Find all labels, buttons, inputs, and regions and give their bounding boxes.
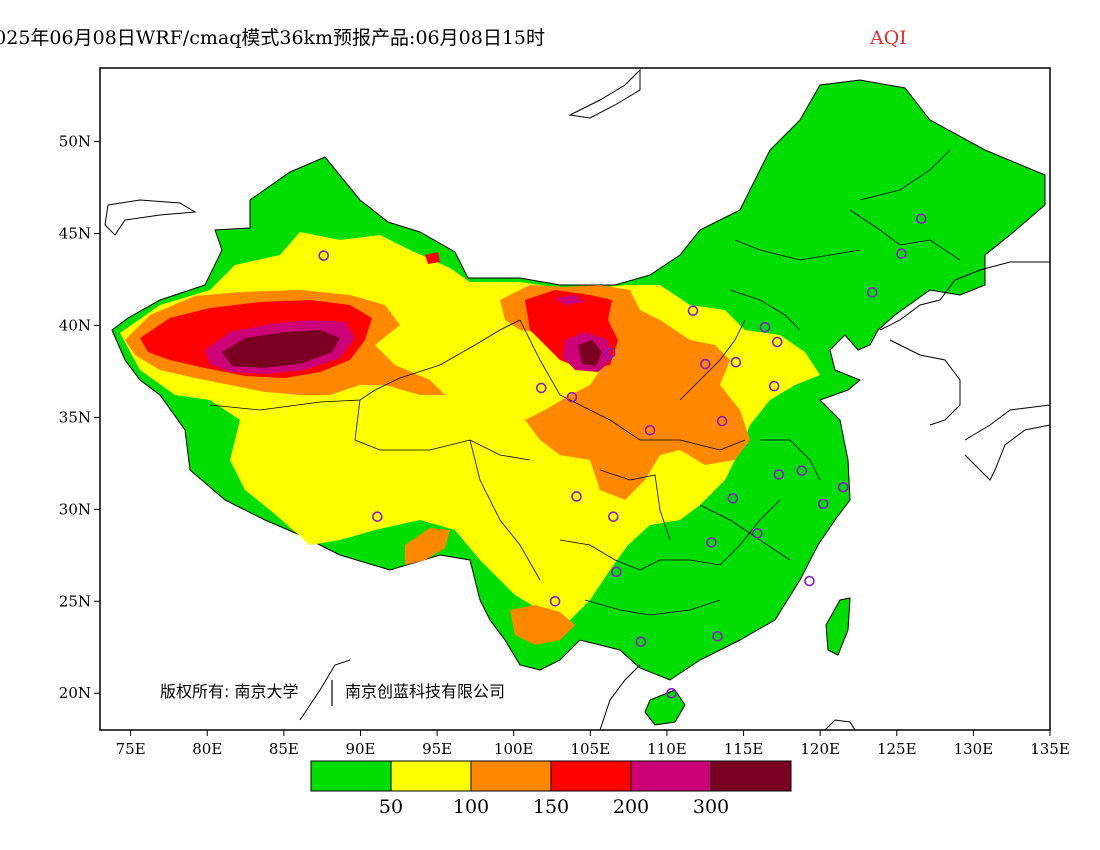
station-marker [535,382,547,394]
lon-tick-label: 115E [724,740,764,758]
aqi-region-usg-tibet [405,528,450,565]
lon-tick-label: 75E [116,740,146,758]
station-marker [804,575,815,587]
station-marker [866,287,878,298]
aqi-region-very-unhealthy-north [555,295,585,305]
lat-tick-label: 40N [59,316,91,334]
plot-area [100,68,1050,730]
aqi-region-hazardous-west [222,330,340,368]
station-marker [666,687,677,699]
station-marker [768,380,780,392]
legend-threshold-label: 50 [379,796,403,818]
station-marker [796,465,808,477]
lon-tick-label: 120E [800,740,840,758]
lon-tick-label: 80E [192,740,222,758]
map-title-variable: AQI [869,27,907,49]
legend-swatch [390,760,472,792]
station-marker [837,481,849,493]
station-marker [706,537,717,548]
aqi-region-hazardous-central [578,340,602,366]
taiwan-island [825,597,851,656]
lat-tick-label: 50N [59,133,91,151]
station-marker [817,498,829,510]
lat-tick-label: 25N [59,592,91,610]
station-marker [318,250,330,261]
station-marker [730,356,742,368]
legend-swatch [310,760,392,792]
legend-threshold-label: 300 [693,796,729,818]
station-marker [372,511,383,522]
coastlines [104,68,1050,730]
legend-threshold-label: 100 [453,796,489,818]
legend-threshold-label: 200 [613,796,649,818]
lon-tick-label: 105E [571,740,611,758]
lon-tick-label: 110E [647,740,687,758]
lon-tick-label: 90E [345,740,375,758]
lon-tick-label: 130E [954,740,994,758]
station-marker [727,492,739,504]
station-marker [716,415,728,427]
lat-tick-label: 20N [59,684,91,702]
station-marker [549,595,561,607]
station-marker [699,358,711,370]
station-marker [771,336,783,348]
station-marker [712,630,723,642]
legend-swatch [470,760,552,792]
latitude-axis: 50N 45N 40N 35N 30N 25N 20N [59,133,100,702]
lat-tick-label: 30N [59,500,91,518]
station-marker [644,424,656,436]
lon-tick-label: 95E [422,740,452,758]
lon-tick-label: 100E [494,740,534,758]
copyright-company: 南京创蓝科技有限公司 [345,682,505,701]
legend-swatch [550,760,632,792]
station-marker [635,636,647,648]
aqi-legend: 50 100 150 200 300 [310,760,792,818]
lon-tick-label: 85E [269,740,299,758]
station-marker [896,248,907,260]
lon-tick-label: 135E [1030,740,1070,758]
station-marker [687,305,699,317]
station-marker [752,527,763,539]
aqi-region-usg-south [510,605,575,645]
aqi-region-unhealthy-west-2 [425,252,440,264]
station-marker [571,491,582,502]
legend-swatch [630,760,712,792]
legend-swatch [710,760,792,792]
legend-threshold-label: 150 [533,796,569,818]
map-title: 2025年06月08日WRF/cmaq模式36km预报产品:06月08日15时 [0,27,545,49]
station-marker [759,321,771,333]
lat-tick-label: 45N [59,225,91,243]
plot-frame [99,67,1051,731]
longitude-axis: 75E 80E 85E 90E 95E 100E 105E 110E 115E 120E 125E 1… [116,730,1070,758]
copyright-owner: 版权所有: 南京大学 [160,682,298,701]
station-markers [318,213,927,699]
province-boundaries [209,149,961,616]
lon-tick-label: 125E [877,740,917,758]
lat-tick-label: 35N [59,408,91,426]
station-marker [611,566,622,578]
station-marker [608,511,619,522]
station-marker [604,347,616,359]
station-marker [915,213,927,225]
station-marker [566,391,578,403]
station-marker [773,469,785,480]
